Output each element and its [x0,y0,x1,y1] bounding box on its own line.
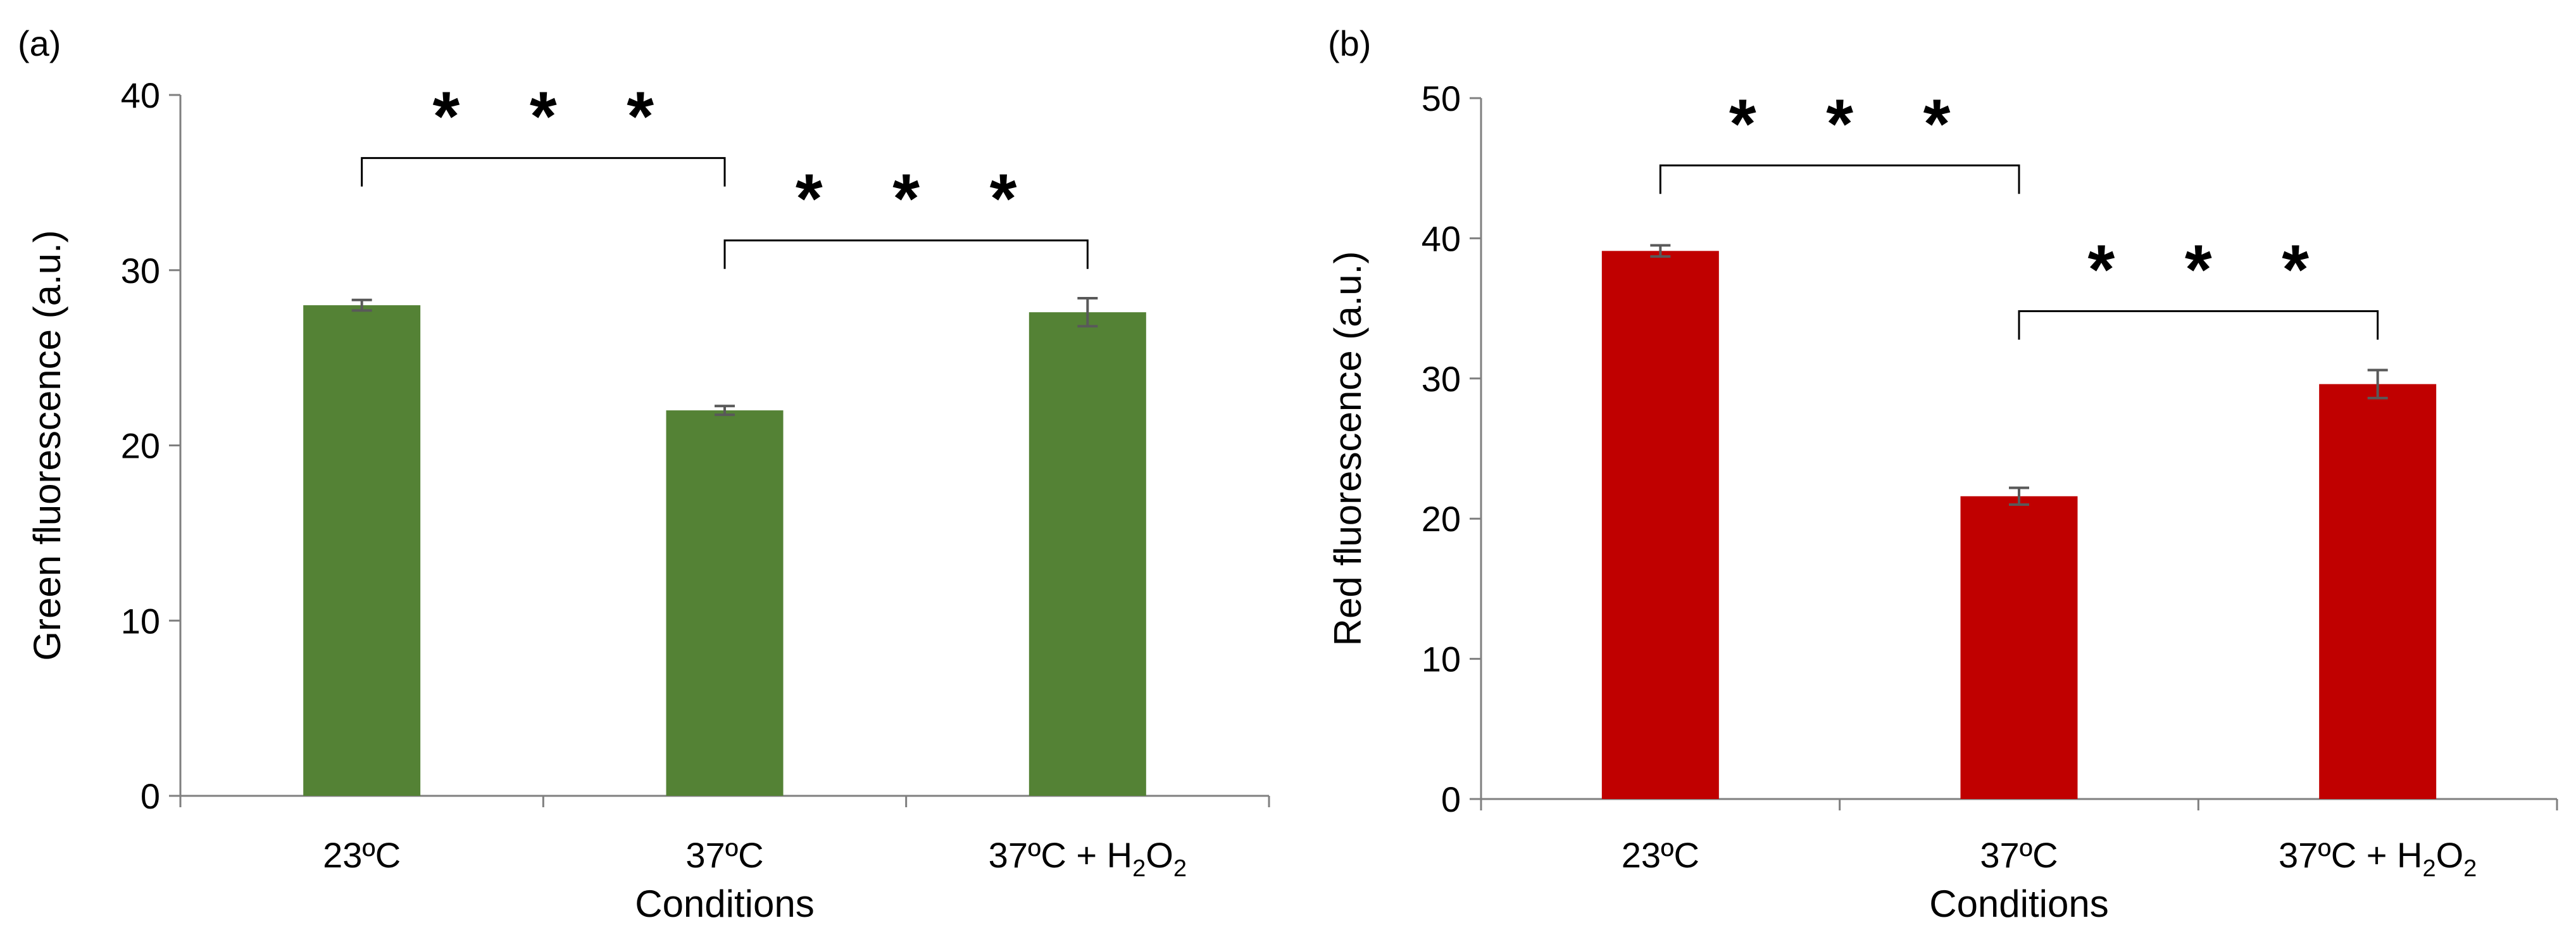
x-tick-label: 37ºC [1980,835,2058,875]
bar [1029,312,1146,796]
significance-bracket [361,157,726,187]
y-axis-title: Red fluorescence (a.u.) [1327,251,1369,646]
y-tick-label: 50 [1422,79,1461,118]
x-tick-label: 23ºC [323,835,401,875]
bar [2319,384,2437,799]
significance-bracket [723,239,1089,269]
y-axis-title: Green fluorescence (a.u.) [26,230,68,660]
x-tick-label: 37ºC [685,835,763,875]
chart-panel-a: (a) 0 10 20 30 40 23ºC 37ºC 37ºC + H2O2 * * * * * … [18,23,1270,925]
bar [1601,251,1719,799]
x-tick-label: 37ºC + H2O2 [2279,835,2477,882]
significance-label: * * * [2088,231,2335,309]
bar [1960,496,2078,799]
significance-label: * * * [796,160,1042,238]
panel-label: (b) [1328,23,1371,63]
x-tick-label: 37ºC + H2O2 [989,835,1187,882]
y-tick-label: 40 [1422,218,1461,258]
chart-panel-b: (b) 0 10 20 30 40 50 23ºC 37ºC 37ºC + H2O2 * * * * … [1327,23,2558,925]
bar [303,305,421,796]
panel-label: (a) [18,23,61,63]
significance-bracket [1659,164,2020,194]
y-tick-label: 20 [121,426,160,466]
y-tick-label: 0 [1441,779,1461,819]
y-tick-label: 30 [121,251,160,291]
bar [666,410,784,796]
x-axis-title: Conditions [635,883,815,925]
significance-label: * * * [1729,85,1976,163]
y-tick-label: 0 [141,776,160,816]
y-tick-label: 10 [1422,639,1461,679]
x-tick-label: 23ºC [1622,835,1699,875]
y-tick-label: 30 [1422,359,1461,399]
x-axis-title: Conditions [1929,883,2109,925]
y-tick-label: 40 [121,75,160,115]
y-tick-label: 20 [1422,499,1461,539]
significance-bracket [2018,310,2379,340]
significance-label: * * * [433,78,680,156]
y-tick-label: 10 [121,601,160,641]
